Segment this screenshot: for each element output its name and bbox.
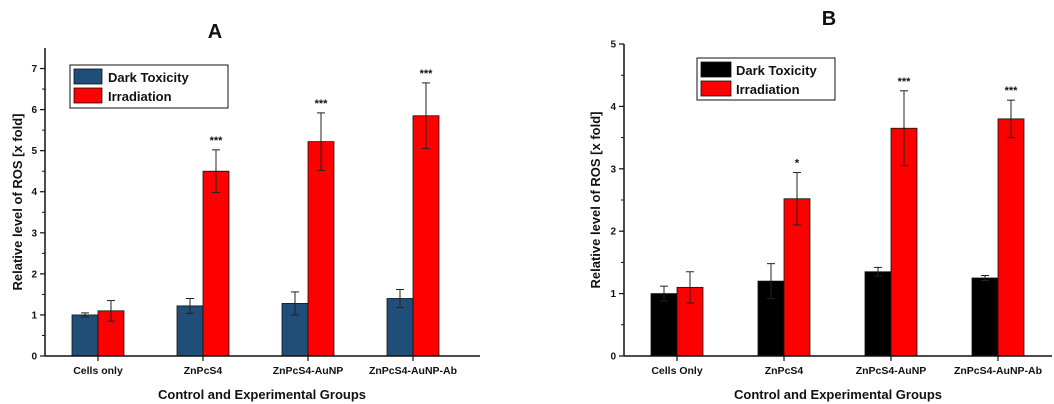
bar-dark-toxicity	[971, 277, 999, 357]
significance-label: *	[795, 158, 800, 170]
x-category-label: ZnPcS4-AuNP-Ab	[954, 365, 1042, 377]
bar-dark-toxicity	[650, 293, 678, 357]
x-category-label: ZnPcS4	[765, 365, 804, 377]
panel-b-legend: Dark Toxicity Irradiation	[696, 57, 836, 101]
bar-irradiation	[307, 141, 335, 357]
y-tick-label: 7	[31, 64, 37, 75]
bar-irradiation	[783, 198, 811, 357]
panel-b-legend-swatch-irradiation	[700, 80, 732, 97]
panel-b-legend-label-irradiation: Irradiation	[736, 82, 800, 97]
panel-a-x-categories: Cells only ZnPcS4 ZnPcS4-AuNP ZnPcS4-AuNP-A…	[73, 356, 457, 377]
panel-b-x-categories: Cells Only ZnPcS4 ZnPcS4-AuNP ZnPcS4-AuNP-A…	[651, 356, 1042, 377]
y-tick-label: 1	[610, 289, 616, 300]
significance-label: ***	[315, 98, 329, 110]
bar-irradiation	[890, 127, 918, 357]
panel-b-legend-label-dark: Dark Toxicity	[736, 63, 817, 78]
significance-label: ***	[898, 76, 912, 88]
panel-a-y-ticks: 0 1 2 3 4 5 6 7	[31, 64, 45, 363]
y-tick-label: 0	[610, 352, 616, 363]
bar-dark-toxicity	[864, 271, 892, 357]
y-tick-label: 1	[31, 310, 37, 321]
y-tick-label: 5	[610, 40, 616, 51]
x-category-label: ZnPcS4-AuNP	[273, 365, 344, 377]
y-tick-label: 6	[31, 105, 37, 116]
significance-label: ***	[1005, 85, 1019, 97]
y-tick-label: 2	[610, 227, 616, 238]
bar-irradiation	[202, 170, 230, 357]
y-tick-label: 0	[31, 352, 37, 363]
panel-b-marks: *******	[650, 76, 1025, 357]
panel-a-title: A	[208, 21, 222, 43]
x-category-label: Cells Only	[651, 365, 703, 377]
x-category-label: Cells only	[73, 365, 123, 377]
panel-a-legend-label-irradiation: Irradiation	[108, 89, 172, 104]
panel-a-legend: Dark Toxicity Irradiation	[69, 64, 229, 109]
bar-dark-toxicity	[386, 298, 414, 357]
y-tick-label: 4	[31, 187, 37, 198]
panel-b-y-ticks: 0 1 2 3 4 5	[610, 40, 624, 363]
panel-a-legend-label-dark: Dark Toxicity	[108, 70, 189, 85]
y-tick-label: 4	[610, 102, 616, 113]
x-category-label: ZnPcS4	[184, 365, 223, 377]
panel-b-title: B	[822, 8, 836, 30]
panel-b-y-axis-title: Relative level of ROS [x fold]	[588, 112, 603, 289]
y-tick-label: 2	[31, 269, 37, 280]
significance-label: ***	[210, 135, 224, 147]
x-category-label: ZnPcS4-AuNP-Ab	[369, 365, 457, 377]
panel-a-y-axis-title: Relative level of ROS [x fold]	[10, 114, 25, 291]
y-tick-label: 3	[31, 228, 37, 239]
y-tick-label: 3	[610, 164, 616, 175]
panel-a-legend-swatch-irradiation	[73, 87, 103, 104]
bar-dark-toxicity	[71, 314, 99, 357]
bar-irradiation	[997, 118, 1025, 357]
panel-b-x-axis-title: Control and Experimental Groups	[734, 387, 942, 402]
chart-panel-a: A *** *** *** 0 1 2 3 4 5 6 7 Cells only ZnPcS4 ZnP…	[10, 21, 480, 402]
significance-label: ***	[420, 68, 434, 80]
panel-b-legend-swatch-dark	[700, 61, 732, 78]
y-tick-label: 5	[31, 146, 37, 157]
panel-a-legend-swatch-dark	[73, 68, 103, 85]
panel-a-x-axis-title: Control and Experimental Groups	[158, 387, 366, 402]
x-category-label: ZnPcS4-AuNP	[856, 365, 927, 377]
bar-irradiation	[412, 115, 440, 357]
panel-a-marks: *** *** ***	[71, 68, 440, 357]
